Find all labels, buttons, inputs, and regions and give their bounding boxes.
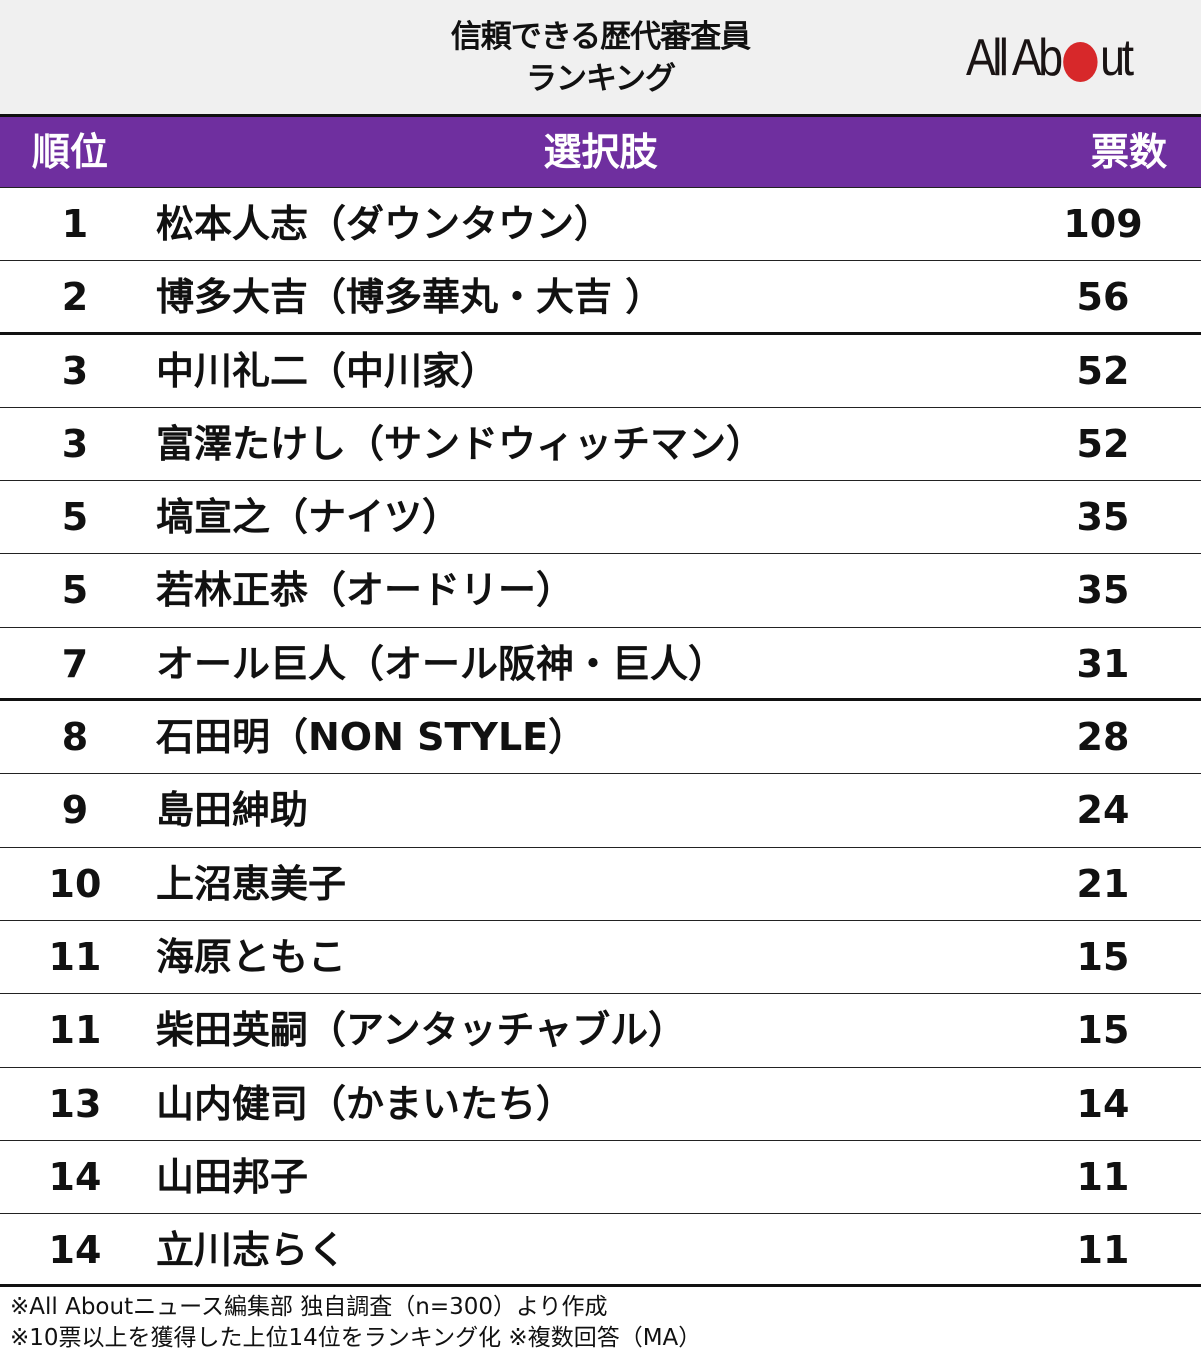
rank-cell: 9	[61, 788, 89, 833]
votes-cell: 15	[1076, 1008, 1130, 1053]
footnote-method: ※10票以上を獲得した上位14位をランキング化 ※複数回答（MA）	[10, 1325, 702, 1351]
table-row: 11 柴田英嗣（アンタッチャブル） 15	[0, 994, 1201, 1068]
table-row: 3 中川礼二（中川家） 52	[0, 335, 1201, 408]
rank-cell: 3	[61, 421, 89, 466]
name-cell: 富澤たけし（サンドウィッチマン）	[156, 421, 765, 466]
votes-cell: 35	[1076, 568, 1130, 613]
votes-cell: 35	[1076, 495, 1130, 540]
name-cell: 柴田英嗣（アンタッチャブル）	[156, 1008, 687, 1053]
votes-cell: 21	[1076, 861, 1130, 906]
rank-cell: 1	[61, 202, 89, 246]
name-cell: 松本人志（ダウンタウン）	[156, 202, 613, 246]
column-header-choice: 選択肢	[543, 130, 658, 174]
rank-cell: 5	[61, 568, 89, 613]
table-row: 10 上沼恵美子 21	[0, 848, 1201, 921]
votes-cell: 14	[1076, 1081, 1130, 1126]
name-cell: 海原ともこ	[156, 934, 347, 979]
logo-text-end: ut	[1100, 29, 1134, 87]
table-row: 7 オール巨人（オール阪神・巨人） 31	[0, 628, 1201, 702]
rank-cell: 3	[61, 348, 89, 393]
title-area: 信頼できる歴代審査員 ランキング All Ab ut	[0, 0, 1201, 114]
name-cell: 中川礼二（中川家）	[156, 348, 499, 393]
page-title: 信頼できる歴代審査員 ランキング	[0, 16, 1201, 100]
rank-cell: 8	[61, 715, 89, 760]
votes-cell: 24	[1076, 788, 1130, 833]
table-row: 14 山田邦子 11	[0, 1141, 1201, 1215]
votes-cell: 52	[1076, 348, 1130, 393]
votes-cell: 31	[1076, 641, 1130, 686]
votes-cell: 11	[1076, 1228, 1130, 1273]
votes-cell: 109	[1063, 202, 1143, 246]
rank-cell: 7	[61, 641, 89, 686]
rank-cell: 11	[48, 1008, 102, 1053]
rank-cell: 13	[48, 1081, 102, 1126]
name-cell: 山内健司（かまいたち）	[156, 1081, 575, 1126]
table-row: 1 松本人志（ダウンタウン） 109	[0, 188, 1201, 262]
rank-cell: 2	[61, 275, 89, 320]
name-cell: 立川志らく	[156, 1228, 347, 1273]
votes-cell: 52	[1076, 421, 1130, 466]
votes-cell: 56	[1076, 275, 1130, 320]
footnotes: ※All Aboutニュース編集部 独自調査（n=300）より作成 ※10票以上…	[10, 1292, 1190, 1354]
rank-cell: 14	[48, 1154, 102, 1199]
votes-cell: 15	[1076, 934, 1130, 979]
votes-cell: 28	[1076, 715, 1130, 760]
table-row: 5 塙宣之（ナイツ） 35	[0, 481, 1201, 555]
column-header-votes: 票数	[1090, 130, 1167, 174]
logo-text-start: All Ab	[966, 29, 1063, 87]
name-cell: 島田紳助	[156, 788, 309, 833]
rank-cell: 11	[48, 934, 102, 979]
name-cell: 山田邦子	[156, 1154, 309, 1199]
name-cell: オール巨人（オール阪神・巨人）	[156, 641, 727, 686]
table-row: 5 若林正恭（オードリー） 35	[0, 554, 1201, 628]
name-cell: 博多大吉（博多華丸・大吉 ）	[156, 275, 664, 320]
table-row: 11 海原ともこ 15	[0, 921, 1201, 995]
table-row: 8 石田明（NON STYLE） 28	[0, 701, 1201, 775]
table-row: 9 島田紳助 24	[0, 774, 1201, 848]
footnote-source: ※All Aboutニュース編集部 独自調査（n=300）より作成	[10, 1294, 608, 1320]
all-about-logo: All Ab ut	[966, 29, 1134, 87]
name-cell: 石田明（NON STYLE）	[156, 715, 587, 760]
table-row: 13 山内健司（かまいたち） 14	[0, 1068, 1201, 1141]
title-line-2: ランキング	[525, 61, 676, 97]
table-row: 3 富澤たけし（サンドウィッチマン） 52	[0, 408, 1201, 482]
table-header: 選択肢 順位 票数	[0, 114, 1201, 188]
rank-cell: 5	[61, 495, 89, 540]
table-row: 2 博多大吉（博多華丸・大吉 ） 56	[0, 261, 1201, 335]
table-row: 14 立川志らく 11	[0, 1214, 1201, 1288]
name-cell: 上沼恵美子	[156, 861, 347, 906]
column-header-rank: 順位	[32, 130, 109, 174]
red-dot-icon	[1063, 42, 1098, 82]
name-cell: 若林正恭（オードリー）	[156, 568, 575, 613]
name-cell: 塙宣之（ナイツ）	[156, 495, 461, 540]
votes-cell: 11	[1076, 1154, 1130, 1199]
rank-cell: 14	[48, 1228, 102, 1273]
title-line-1: 信頼できる歴代審査員	[450, 19, 751, 55]
rank-cell: 10	[48, 861, 102, 906]
ranking-table: 1 松本人志（ダウンタウン） 109 2 博多大吉（博多華丸・大吉 ） 56 3…	[0, 188, 1201, 1288]
